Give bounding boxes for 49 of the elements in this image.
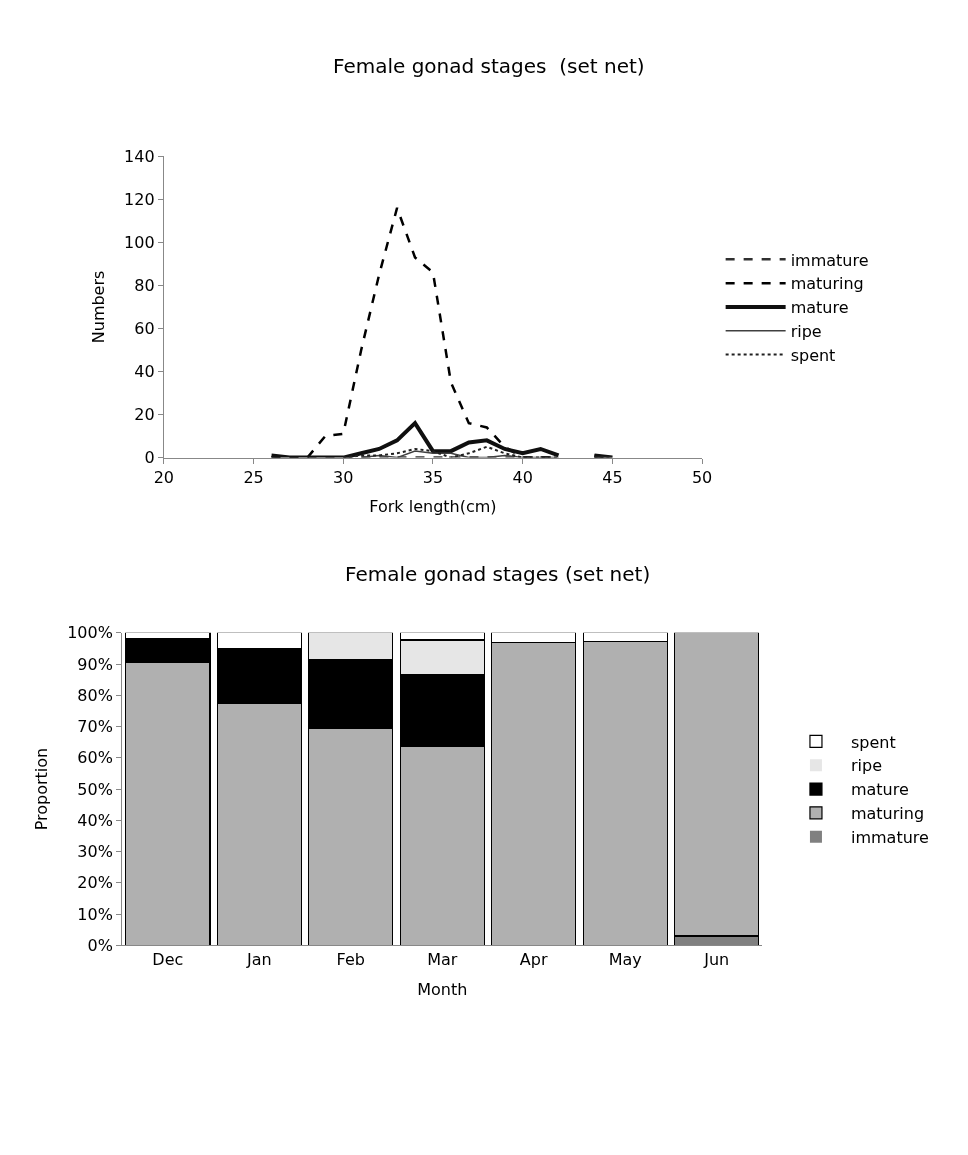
y-tick-label: 80: [134, 276, 155, 296]
x-tick-label: Jun: [703, 950, 730, 970]
y-axis-title: Proportion: [32, 747, 52, 831]
legend-label: spent: [790, 345, 836, 365]
x-tick-label: 40: [512, 467, 533, 487]
legend-label: maturing: [850, 804, 925, 824]
y-tick-label: 20: [134, 405, 155, 425]
x-tick-label: Dec: [152, 950, 184, 970]
legend-label: mature: [790, 298, 849, 318]
y-tick-label: 30%: [77, 842, 113, 862]
y-tick-label: 10%: [77, 904, 113, 924]
y-tick-label: 40: [134, 362, 155, 382]
x-axis-title: Month: [417, 980, 468, 1000]
y-tick-label: 40%: [77, 810, 113, 830]
y-tick-label: 0%: [87, 935, 113, 955]
legend-label: spent: [850, 732, 896, 752]
legend-label: immature: [850, 827, 929, 847]
y-tick-label: 70%: [77, 717, 113, 737]
legend-label: ripe: [850, 756, 882, 776]
x-axis-title: Fork length(cm): [369, 497, 497, 517]
y-tick-label: 120: [124, 189, 155, 209]
chart-title: Female gonad stages (set net): [333, 54, 645, 78]
x-tick-label: 30: [333, 467, 354, 487]
legend-label: ripe: [790, 321, 822, 341]
y-tick-label: 60%: [77, 748, 113, 768]
x-tick-label: 25: [243, 467, 264, 487]
y-tick-label: 80%: [77, 685, 113, 705]
y-tick-label: 100: [124, 232, 155, 252]
legend-label: immature: [790, 250, 869, 270]
y-tick-label: 100%: [67, 623, 113, 643]
x-tick-label: Jan: [245, 950, 272, 970]
x-tick-label: 50: [691, 467, 713, 487]
y-tick-label: 50%: [77, 779, 113, 799]
y-tick-label: 20%: [77, 873, 113, 893]
x-tick-label: Mar: [427, 950, 458, 970]
y-tick-label: 0: [144, 448, 155, 468]
y-axis-title: Numbers: [88, 270, 108, 344]
legend-label: maturing: [790, 274, 864, 294]
x-tick-label: May: [608, 950, 642, 970]
chart-title: Female gonad stages (set net): [345, 562, 651, 586]
y-tick-label: 140: [124, 146, 155, 166]
x-tick-label: 45: [602, 467, 623, 487]
x-tick-label: 35: [422, 467, 444, 487]
x-tick-label: 20: [153, 467, 175, 487]
x-tick-label: Feb: [336, 950, 365, 970]
y-tick-label: 90%: [77, 654, 113, 674]
x-tick-label: Apr: [519, 950, 548, 970]
y-tick-label: 60: [134, 319, 155, 339]
legend-label: mature: [850, 780, 909, 800]
